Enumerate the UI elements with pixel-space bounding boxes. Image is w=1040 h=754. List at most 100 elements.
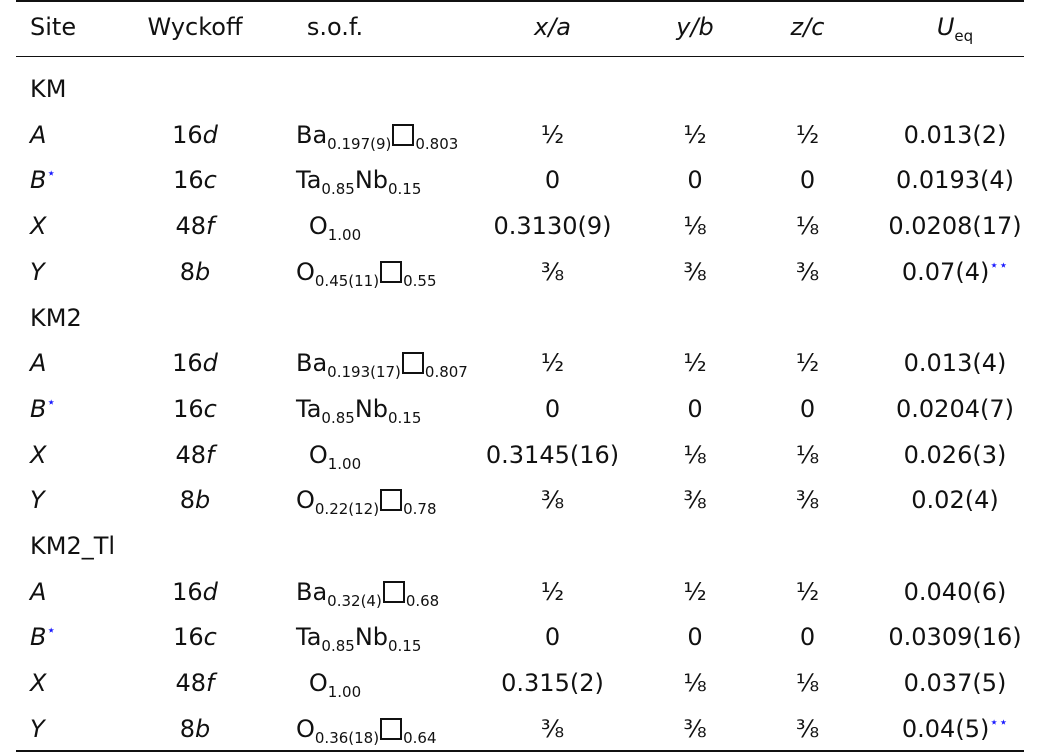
site-label: A <box>30 578 47 606</box>
sof-element: Ta <box>296 623 322 651</box>
site-label: Y <box>30 715 45 743</box>
wyckoff-cell: 48f <box>140 432 250 478</box>
z-coordinate: ⅜ <box>795 715 820 743</box>
site-cell: Y <box>30 706 45 752</box>
header-ueq: Ueq <box>880 4 1030 50</box>
ueq-cell: 0.013(2) <box>880 112 1030 158</box>
header-ueq-main: U <box>936 13 955 41</box>
table-row: Y 8b O0.36(18) 0.64 ⅜ ⅜ ⅜ 0.04(5)⋆⋆ <box>0 706 1040 752</box>
ueq-value: 0.0208(17) <box>888 212 1022 240</box>
ueq-cell: 0.04(5)⋆⋆ <box>880 706 1030 752</box>
table-row: X 48f O1.00 0.3130(9) ⅛ ⅛ 0.0208(17) <box>0 203 1040 249</box>
sof-occupancy: 1.00 <box>327 226 362 244</box>
ueq-star: ⋆⋆ <box>989 713 1009 731</box>
ueq-value: 0.0193(4) <box>896 166 1014 194</box>
site-label: A <box>30 121 47 149</box>
table-row: A 16d Ba0.193(17) 0.807 ½ ½ ½ 0.013(4) <box>0 340 1040 386</box>
sof-cell: O0.22(12) 0.78 <box>296 477 437 523</box>
x-coordinate: ⅜ <box>540 258 565 286</box>
wyckoff-number: 16 <box>173 166 204 194</box>
site-cell: B⋆ <box>30 386 56 432</box>
site-cell: B⋆ <box>30 614 56 660</box>
sof-cell: Ta0.85Nb0.15 <box>296 157 421 203</box>
group-name: KM2_Tl <box>30 532 116 560</box>
site-label: X <box>30 669 47 697</box>
x-coordinate: 0 <box>544 166 561 194</box>
sof-element: Ba <box>296 578 328 606</box>
ueq-cell: 0.013(4) <box>880 340 1030 386</box>
ueq-cell: 0.07(4)⋆⋆ <box>880 249 1030 295</box>
table-row: X 48f O1.00 0.3145(16) ⅛ ⅛ 0.026(3) <box>0 432 1040 478</box>
x-coordinate: 0.3130(9) <box>493 212 612 240</box>
y-coordinate: ½ <box>683 121 707 149</box>
sof-element: Ba <box>296 349 328 377</box>
y-coordinate: 0 <box>687 623 703 651</box>
table-row: B⋆ 16c Ta0.85Nb0.15 0 0 0 0.0309(16) <box>0 614 1040 660</box>
site-cell: B⋆ <box>30 157 56 203</box>
wyckoff-cell: 48f <box>140 203 250 249</box>
wyckoff-cell: 16d <box>140 340 250 386</box>
wyckoff-letter: d <box>202 578 218 606</box>
site-cell: A <box>30 112 46 158</box>
group-name: KM <box>30 75 67 103</box>
ueq-value: 0.02(4) <box>911 486 999 514</box>
sof-occupancy: 0.32(4) <box>327 592 382 610</box>
sof-cell: Ba0.193(17) 0.807 <box>296 340 468 386</box>
x-coordinate: ⅜ <box>540 715 565 743</box>
table-row: B⋆ 16c Ta0.85Nb0.15 0 0 0 0.0204(7) <box>0 386 1040 432</box>
x-coordinate: ⅜ <box>540 486 565 514</box>
wyckoff-letter: d <box>202 121 218 149</box>
sof-cell: O1.00 <box>250 203 420 249</box>
wyckoff-letter: c <box>203 395 217 423</box>
sof-element: Ba <box>296 121 328 149</box>
wyckoff-letter: b <box>195 258 211 286</box>
wyckoff-number: 16 <box>173 395 204 423</box>
sof-occupancy: 0.85 <box>321 180 355 198</box>
site-cell: Y <box>30 477 45 523</box>
sof-cell: O0.36(18) 0.64 <box>296 706 437 752</box>
y-coordinate: ⅛ <box>683 212 707 240</box>
x-coordinate: 0.315(2) <box>501 669 604 697</box>
sof-cell: O1.00 <box>250 432 420 478</box>
wyckoff-letter: b <box>195 486 211 514</box>
z-coordinate: ⅜ <box>795 486 820 514</box>
sof-occupancy-2: 0.55 <box>403 272 437 290</box>
sof-cell: Ba0.32(4) 0.68 <box>296 569 439 615</box>
sof-occupancy-2: 0.15 <box>388 180 422 198</box>
sof-element-2: Nb <box>354 166 388 194</box>
table-row: X 48f O1.00 0.315(2) ⅛ ⅛ 0.037(5) <box>0 660 1040 706</box>
wyckoff-cell: 8b <box>140 249 250 295</box>
sof-cell: Ba0.197(9) 0.803 <box>296 112 458 158</box>
sof-element: O <box>308 441 328 469</box>
y-coordinate: ⅛ <box>683 669 707 697</box>
wyckoff-cell: 8b <box>140 477 250 523</box>
y-coordinate: ⅜ <box>683 486 707 514</box>
header-yb: y/b <box>676 13 714 41</box>
header-zc: z/c <box>790 13 825 41</box>
wyckoff-cell: 16d <box>140 569 250 615</box>
vacancy-square-icon <box>401 352 424 374</box>
sof-element-2: Nb <box>354 623 388 651</box>
sof-occupancy: 1.00 <box>327 455 362 473</box>
bottom-rule <box>16 750 1024 752</box>
sof-occupancy: 0.85 <box>321 637 355 655</box>
sof-occupancy-2: 0.807 <box>424 363 468 381</box>
sof-occupancy: 0.193(17) <box>327 363 401 381</box>
site-cell: X <box>30 432 46 478</box>
wyckoff-number: 8 <box>179 486 196 514</box>
sof-cell: O0.45(11) 0.55 <box>296 249 437 295</box>
wyckoff-letter: f <box>206 212 215 240</box>
z-coordinate: 0 <box>799 395 816 423</box>
site-star: ⋆ <box>46 164 56 182</box>
wyckoff-number: 8 <box>179 715 196 743</box>
ueq-value: 0.013(4) <box>903 349 1007 377</box>
z-coordinate: 0 <box>799 623 816 651</box>
y-coordinate: 0 <box>687 166 703 194</box>
wyckoff-number: 48 <box>175 669 207 697</box>
z-coordinate: ½ <box>795 349 820 377</box>
sof-occupancy-2: 0.15 <box>388 637 422 655</box>
sof-element: O <box>296 258 315 286</box>
y-coordinate: ⅛ <box>683 441 707 469</box>
wyckoff-letter: b <box>195 715 211 743</box>
sof-element: Ta <box>296 166 322 194</box>
